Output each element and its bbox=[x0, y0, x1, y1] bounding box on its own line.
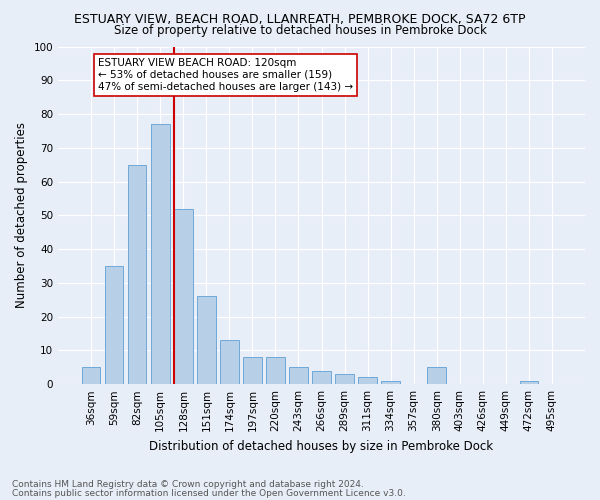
Bar bbox=[197, 296, 215, 384]
Text: Contains public sector information licensed under the Open Government Licence v3: Contains public sector information licen… bbox=[12, 490, 406, 498]
Bar bbox=[243, 357, 262, 384]
Text: Size of property relative to detached houses in Pembroke Dock: Size of property relative to detached ho… bbox=[113, 24, 487, 37]
Bar bbox=[289, 368, 308, 384]
Text: Contains HM Land Registry data © Crown copyright and database right 2024.: Contains HM Land Registry data © Crown c… bbox=[12, 480, 364, 489]
Bar bbox=[313, 370, 331, 384]
Bar bbox=[427, 368, 446, 384]
Bar bbox=[128, 164, 146, 384]
Bar bbox=[358, 378, 377, 384]
Text: ESTUARY VIEW BEACH ROAD: 120sqm
← 53% of detached houses are smaller (159)
47% o: ESTUARY VIEW BEACH ROAD: 120sqm ← 53% of… bbox=[98, 58, 353, 92]
Bar bbox=[220, 340, 239, 384]
Bar bbox=[266, 357, 284, 384]
Bar bbox=[174, 208, 193, 384]
Y-axis label: Number of detached properties: Number of detached properties bbox=[15, 122, 28, 308]
Bar bbox=[82, 368, 100, 384]
X-axis label: Distribution of detached houses by size in Pembroke Dock: Distribution of detached houses by size … bbox=[149, 440, 494, 452]
Bar bbox=[335, 374, 354, 384]
Bar bbox=[105, 266, 124, 384]
Text: ESTUARY VIEW, BEACH ROAD, LLANREATH, PEMBROKE DOCK, SA72 6TP: ESTUARY VIEW, BEACH ROAD, LLANREATH, PEM… bbox=[74, 12, 526, 26]
Bar bbox=[520, 381, 538, 384]
Bar bbox=[382, 381, 400, 384]
Bar bbox=[151, 124, 170, 384]
